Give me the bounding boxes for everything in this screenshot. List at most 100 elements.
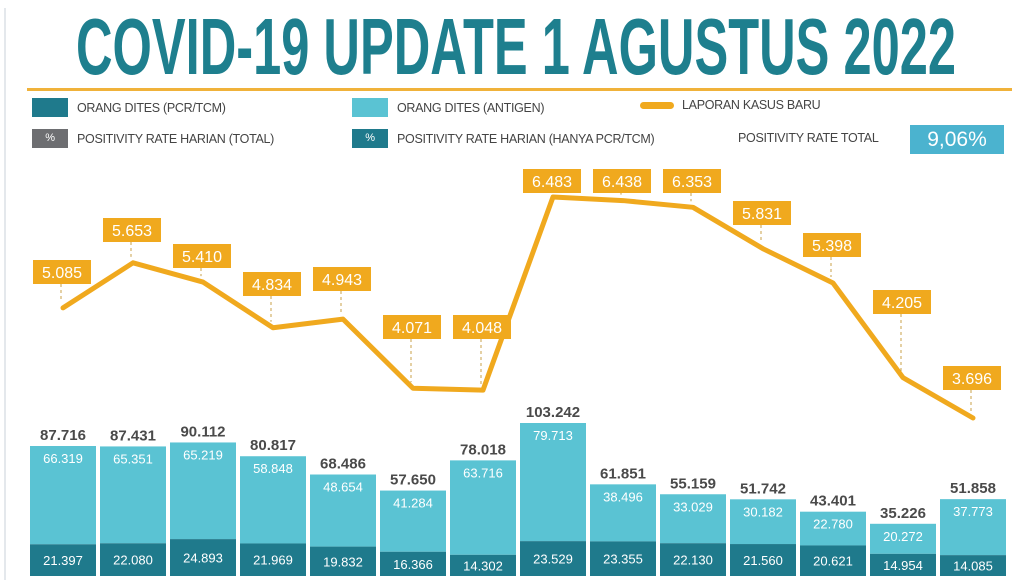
case-label: 4.048 (462, 320, 502, 337)
case-label-box (453, 315, 511, 339)
bar-total-label: 87.716 (40, 427, 86, 444)
bar-antigen (520, 423, 586, 542)
bar-pcr (940, 555, 1006, 576)
bar-pcr-label: 14.085 (953, 559, 993, 574)
bar-total-label: 78.018 (460, 441, 506, 458)
case-label: 5.398 (812, 238, 852, 255)
bar-total-label: 35.226 (880, 505, 926, 522)
case-label: 5.831 (742, 206, 782, 223)
bar-pcr (590, 541, 656, 576)
bar-total-label: 68.486 (320, 456, 366, 473)
page-title: COVID-19 UPDATE 1 AGUSTUS 2022 (76, 2, 956, 90)
bar-antigen-label: 58.848 (253, 461, 293, 476)
bar-antigen (30, 446, 96, 545)
title-divider (27, 88, 1012, 91)
bar-total-label: 55.159 (670, 475, 716, 492)
left-border (4, 8, 6, 580)
bar-pcr-label: 23.355 (603, 552, 643, 567)
case-label: 5.410 (182, 249, 222, 266)
bar-antigen (800, 511, 866, 546)
bar-pcr (870, 553, 936, 576)
case-label: 4.834 (252, 277, 292, 294)
bar-pcr-label: 14.302 (463, 558, 503, 573)
bar-pcr-label: 21.969 (253, 553, 293, 568)
bar-pcr (30, 544, 96, 576)
case-label: 4.943 (322, 272, 362, 289)
bar-antigen-label: 30.182 (743, 504, 783, 519)
bar-total-label: 43.401 (810, 493, 856, 510)
bar-pcr-label: 14.954 (883, 558, 923, 573)
bar-total-label: 80.817 (250, 437, 296, 454)
bar-pcr (800, 545, 866, 576)
bar-pcr (660, 543, 726, 576)
bar-pcr (170, 539, 236, 576)
case-label-box (173, 244, 231, 268)
bar-pcr-label: 21.560 (743, 553, 783, 568)
bar-total-label: 57.650 (390, 472, 436, 489)
bar-pcr (520, 541, 586, 576)
positivity-total-text: POSITIVITY RATE TOTAL (738, 131, 879, 145)
case-label: 6.483 (532, 174, 572, 191)
percent-icon: % (352, 129, 388, 148)
bar-antigen (240, 456, 306, 544)
legend-label: ORANG DITES (PCR/TCM) (77, 100, 226, 115)
bar-antigen-label: 20.272 (883, 529, 923, 544)
case-label-box (33, 260, 91, 284)
bar-total-label: 51.858 (950, 480, 996, 497)
bar-antigen-label: 37.773 (953, 504, 993, 519)
legend-label: ORANG DITES (ANTIGEN) (397, 100, 545, 115)
legend-swatch-pcr (32, 98, 68, 117)
positivity-total-label: POSITIVITY RATE TOTAL (738, 131, 879, 145)
case-label: 6.353 (672, 174, 712, 191)
bar-antigen-label: 63.716 (463, 465, 503, 480)
bar-antigen (170, 442, 236, 540)
bar-total-label: 103.242 (526, 404, 580, 421)
case-label-box (383, 315, 441, 339)
bar-antigen (730, 499, 796, 545)
case-label: 3.696 (952, 371, 992, 388)
legend-swatch-antigen (352, 98, 388, 117)
case-label-box (733, 201, 791, 225)
bar-antigen (380, 490, 446, 552)
bar-antigen (870, 523, 936, 554)
legend-pcr: ORANG DITES (PCR/TCM) (32, 98, 226, 117)
bar-pcr-label: 24.893 (183, 551, 223, 566)
legend-label: POSITIVITY RATE HARIAN (TOTAL) (77, 131, 275, 146)
bar-antigen (590, 484, 656, 542)
case-label: 5.653 (112, 223, 152, 240)
case-label: 4.071 (392, 320, 432, 337)
cases-line (60, 194, 976, 421)
case-label: 4.205 (882, 295, 922, 312)
case-label-box (103, 218, 161, 242)
bar-antigen-label: 38.496 (603, 489, 643, 504)
bar-total-label: 61.851 (600, 465, 646, 482)
case-label-box (663, 169, 721, 193)
bar-pcr (100, 543, 166, 576)
bar-total-label: 87.431 (110, 427, 156, 444)
bar-pcr-label: 20.621 (813, 554, 853, 569)
legend-rate-total: % POSITIVITY RATE HARIAN (TOTAL) (32, 129, 274, 148)
bar-pcr (380, 551, 446, 576)
legend-rate-pcr: % POSITIVITY RATE HARIAN (HANYA PCR/TCM) (352, 129, 655, 148)
case-label-box (593, 169, 651, 193)
percent-icon: % (32, 129, 68, 148)
bar-pcr-label: 16.366 (393, 557, 433, 572)
case-label-box (523, 169, 581, 193)
legend-cases: LAPORAN KASUS BARU (640, 98, 821, 112)
bar-antigen-label: 66.319 (43, 451, 83, 466)
case-label: 5.085 (42, 265, 82, 282)
bar-antigen (100, 446, 166, 544)
bar-pcr-label: 23.529 (533, 552, 573, 567)
legend-swatch-cases (640, 101, 674, 109)
bar-antigen-label: 65.219 (183, 447, 223, 462)
bar-antigen (450, 460, 516, 555)
bar-antigen (310, 474, 376, 547)
bar-pcr (450, 554, 516, 576)
bar-pcr (240, 543, 306, 576)
bar-pcr-label: 22.130 (673, 553, 713, 568)
case-label-box (803, 233, 861, 257)
bar-antigen-label: 79.713 (533, 428, 573, 443)
case-label-box (313, 267, 371, 291)
